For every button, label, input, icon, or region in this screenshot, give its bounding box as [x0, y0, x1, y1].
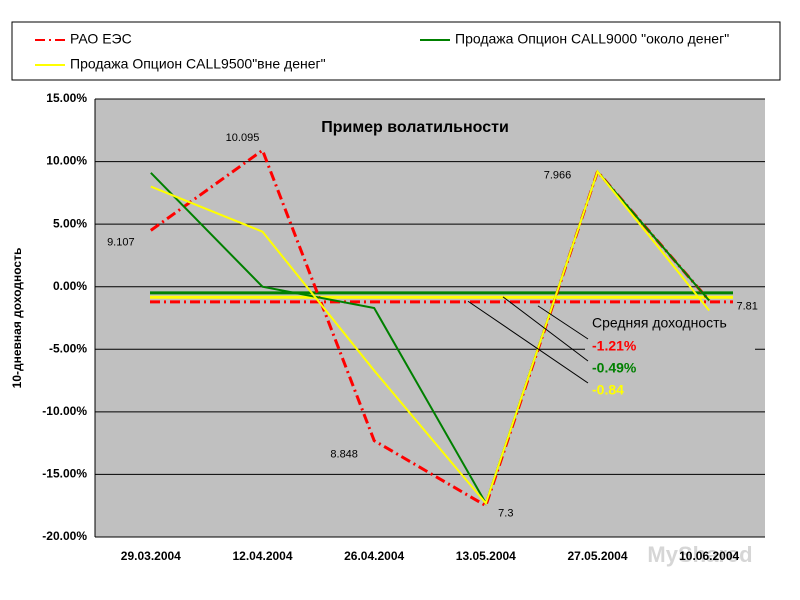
y-axis-label: 10-дневная доходность: [10, 248, 24, 389]
point-label: 8.848: [330, 449, 358, 461]
y-tick-label: -15.00%: [42, 467, 87, 481]
y-tick-label: 5.00%: [53, 216, 87, 230]
y-tick-label: 10.00%: [46, 154, 87, 168]
x-tick-label: 29.03.2004: [121, 549, 181, 563]
x-tick-label: 13.05.2004: [456, 549, 516, 563]
mean-label: -0.84: [592, 382, 624, 398]
legend-label: Продажа Опцион CALL9000 "около денег": [455, 31, 729, 47]
arrow: [467, 300, 589, 384]
legend-label: РАО ЕЭС: [70, 31, 132, 47]
y-tick-label: -5.00%: [49, 341, 87, 355]
point-label: 9.107: [107, 236, 135, 248]
arrow: [537, 305, 589, 340]
y-tick-label: 0.00%: [53, 279, 87, 293]
legend-box: [11, 21, 781, 81]
legend-label: Продажа Опцион CALL9500"вне денег": [70, 56, 326, 72]
point-label: 7.3: [498, 508, 513, 520]
series-line: [150, 169, 710, 506]
series-line: [150, 169, 710, 506]
mean-box: [585, 312, 755, 402]
y-tick-label: 15.00%: [46, 91, 87, 105]
x-tick-label: 27.05.2004: [567, 549, 627, 563]
x-tick-label: 12.04.2004: [232, 549, 292, 563]
mean-label: -0.49%: [592, 360, 637, 376]
arrow: [502, 296, 589, 362]
point-label: 10.095: [226, 132, 260, 144]
y-tick-label: -20.00%: [42, 529, 87, 543]
series-line: [149, 147, 711, 508]
chart-title: Пример волатильности: [321, 119, 509, 136]
point-label: 7.966: [544, 169, 572, 181]
mean-title: Средняя доходность: [592, 315, 727, 331]
y-tick-label: -10.00%: [42, 404, 87, 418]
point-label: 7.81: [736, 300, 757, 312]
watermark: MyShared: [647, 542, 752, 567]
mean-label: -1.21%: [592, 338, 637, 354]
x-tick-label: 10.06.2004: [679, 549, 739, 563]
x-tick-label: 26.04.2004: [344, 549, 404, 563]
